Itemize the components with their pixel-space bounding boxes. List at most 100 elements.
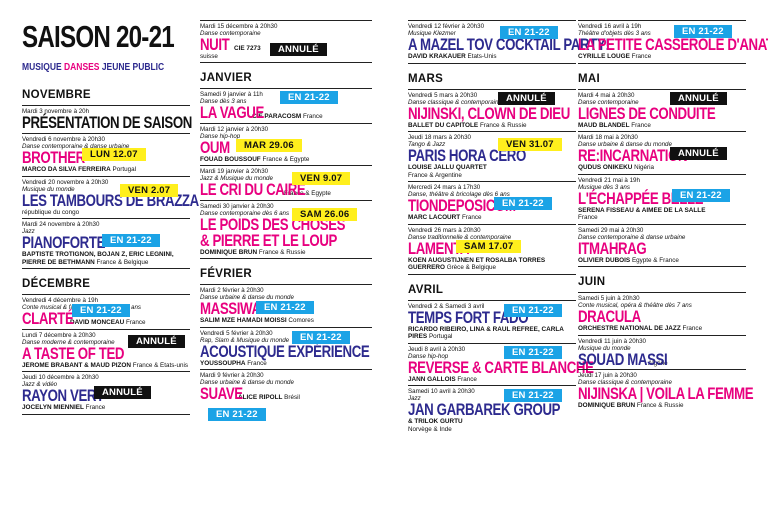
event-date: Mercredi 24 mars à 17h30 [408,184,481,191]
event-date: Vendredi 16 avril à 19h [578,23,642,30]
event-artist: ORCHESTRE NATIONAL DE JAZZ [578,325,681,332]
event-date: Mardi 12 janvier à 20h30 [200,125,269,133]
postponed-badge: VEN 2.07 [120,183,179,197]
event-dracula[interactable]: Samedi 5 juin à 20h30 Conte musical, opé… [578,293,746,336]
event-artist: ALICE RIPOLL [238,394,283,401]
event-title: NIJINSKA | VOILA LA FEMME [578,384,754,403]
event-genre: Jazz & Musique du monde [200,175,273,182]
reported-badge: EN 21-22 [102,234,160,247]
event-country: Égypte & France [631,256,679,264]
event-country: France & Russie [479,121,527,129]
event-country: France & Argentine [408,171,462,179]
event-country: France & États-unis [132,361,189,369]
event-pianoforte[interactable]: Mardi 24 novembre à 20h30 Jazz PIANOFORT… [22,219,190,269]
event-reverse[interactable]: Jeudi 8 avril à 20h30 Danse hip-hop REVE… [408,344,594,386]
event-title: LAMENTA [408,238,470,258]
reported-badge: EN 21-22 [504,303,562,317]
event-brother[interactable]: Vendredi 6 novembre à 20h30 Danse contem… [22,134,190,177]
event-itmahrag[interactable]: Samedi 29 mai à 20h30 Danse contemporain… [578,225,746,267]
event-nijinski-clown[interactable]: Vendredi 5 mars à 20h30 Danse classique … [408,90,576,132]
event-date: Vendredi 6 novembre à 20h30 [22,136,105,143]
event-date: Samedi 9 janvier à 11h [200,91,263,98]
event-petite-casserole[interactable]: Vendredi 16 avril à 19h Théâtre d'objets… [578,20,768,64]
event-date: Vendredi 12 février à 20h30 [408,23,485,30]
event-artist: JANN GALLOIS [408,375,456,383]
event-la-vague[interactable]: Samedi 9 janvier à 11h Danse dès 3 ans L… [200,89,372,124]
event-clarte[interactable]: Vendredi 4 décembre à 19h Conte musical … [22,295,190,330]
event-country: France [247,359,267,367]
event-reincarnation[interactable]: Mardi 18 mai à 20h30 Danse urbaine & dan… [578,132,746,175]
cancelled-badge: ANNULÉ [498,91,555,105]
reported-badge: EN 21-22 [674,25,732,38]
event-tambours[interactable]: Vendredi 20 novembre à 20h30 Musique du … [22,177,199,219]
reported-badge: EN 21-22 [672,188,730,202]
event-paris-hora-cero[interactable]: Jeudi 18 mars à 20h30 Tango & Jazz PARIS… [408,132,576,182]
event-cri-du-caire[interactable]: Mardi 19 janvier à 20h30 Jazz & Musique … [200,166,372,201]
event-country: Portugal [428,333,453,340]
event-acoustique[interactable]: Vendredi 5 février à 20h30 Rap, Slam & M… [200,328,372,370]
cancelled-badge: ANNULÉ [270,43,327,56]
event-genre: Jazz [22,228,35,235]
month-avril: AVRIL [408,283,576,301]
reported-badge: EN 21-22 [494,197,552,210]
event-mazel-tov[interactable]: Vendredi 12 février à 20h30 Musique Klez… [408,20,610,64]
event-country: France & Belgique [96,258,149,266]
event-artist: BAPTISTE TROTIGNON, BOJAN Z, ERIC LEGNIN… [22,251,174,266]
reported-badge: EN 21-22 [256,301,314,314]
event-genre: Danse contemporaine & danse urbaine [22,143,130,150]
event-jan-garbarek[interactable]: Samedi 10 avril à 20h30 Jazz JAN GARBARE… [408,386,576,435]
event-temps-fort-fado[interactable]: Vendredi 2 & Samedi 3 avril TEMPS FORT F… [408,301,576,344]
event-title: A TASTE OF TED [22,343,125,363]
event-massiwa[interactable]: Mardi 2 février à 20h30 Danse urbaine & … [200,285,372,328]
postponed-badge: VEN 31.07 [498,138,562,151]
event-artist: MARC LACOURT [408,214,461,221]
postponed-badge: VEN 9.07 [292,172,351,185]
event-title: LA PETITE CASSEROLE D'ANATOLE [578,35,768,54]
event-date: Jeudi 8 avril à 20h30 [408,345,466,353]
event-country: France & Égypte [262,155,310,163]
event-genre: Théâtre d'objets dès 3 ans [578,30,651,37]
event-poids-des-choses[interactable]: Samedi 30 janvier à 20h30 Danse contempo… [200,201,372,259]
event-artist: SERENA FISSEAU & AIMÉE DE LA SALLE [578,206,706,214]
event-country: France [631,121,651,129]
event-artist: LOUISE JALLU QUARTET [408,164,487,171]
event-artist: & TRILOK GURTU [408,418,463,425]
event-suave[interactable]: Mardi 9 février à 20h30 Danse urbaine & … [200,370,372,421]
event-genre: Danse urbaine & danse du monde [200,294,294,301]
legend-jeune-public: JEUNE PUBLIC [101,62,165,73]
event-country: suisse [200,52,218,60]
event-lignes-de-conduite[interactable]: Mardi 4 mai à 20h30 Danse contemporaine … [578,90,746,132]
cancelled-badge: ANNULÉ [128,334,185,348]
event-artist: JÉRÔME BRABANT & MAUD PIZON [22,361,131,369]
postponed-badge: SAM 26.06 [292,207,358,221]
event-artist: KOEN AUGUSTIJNEN ET ROSALBA TORRES GUERR… [408,256,546,272]
event-country: Portugal [112,166,136,173]
event-rayon-vert[interactable]: Jeudi 10 décembre à 20h30 Jazz & vidéo R… [22,372,190,415]
event-presentation[interactable]: Mardi 3 novembre à 20h PRÉSENTATION DE S… [22,106,192,134]
event-date: Lundi 7 décembre à 20h30 [22,331,96,339]
event-lamenta[interactable]: Vendredi 26 mars à 20h30 Danse tradition… [408,225,576,275]
event-echappee-belle[interactable]: Vendredi 21 mai à 19h Musique dès 3 ans … [578,175,746,225]
event-genre: Musique dès 3 ans [578,183,630,191]
event-date: Mardi 19 janvier à 20h30 [200,168,269,175]
event-nuit[interactable]: Mardi 15 décembre à 20h30 Danse contempo… [200,20,372,63]
event-title: MASSIWA [200,299,261,318]
month-decembre: DÉCEMBRE [22,277,190,295]
event-country: France & Russie [636,402,684,409]
event-taste-of-ted[interactable]: Lundi 7 décembre à 20h30 Danse moderne &… [22,330,190,372]
event-artist: SALIM MZÉ HAMADI MOISSI [200,317,287,324]
event-date: Vendredi 4 décembre à 19h [22,297,99,304]
event-title-line2: & PIERRE ET LE LOUP [200,230,337,250]
event-tiondeposicom[interactable]: Mercredi 24 mars à 17h30 Danse, théâtre … [408,182,576,225]
event-title: OUM [200,137,230,157]
event-artist: OLIVIER DUBOIS [578,256,631,264]
column-3: Vendredi 12 février à 20h30 Musique Klez… [408,20,610,435]
event-country: France [457,375,477,383]
event-title: REVERSE & CARTE BLANCHE [408,357,594,377]
event-oum[interactable]: Mardi 12 janvier à 20h30 Danse hip-hop O… [200,124,372,166]
event-title: CLARTÉ [22,309,74,328]
event-country: Nigéria [634,164,655,171]
event-souad-massi[interactable]: Vendredi 11 juin à 20h30 Musique du mond… [578,336,746,370]
event-nijinska[interactable]: Jeudi 17 juin à 20h30 Danse classique & … [578,370,754,412]
cancelled-badge: ANNULÉ [670,147,727,160]
